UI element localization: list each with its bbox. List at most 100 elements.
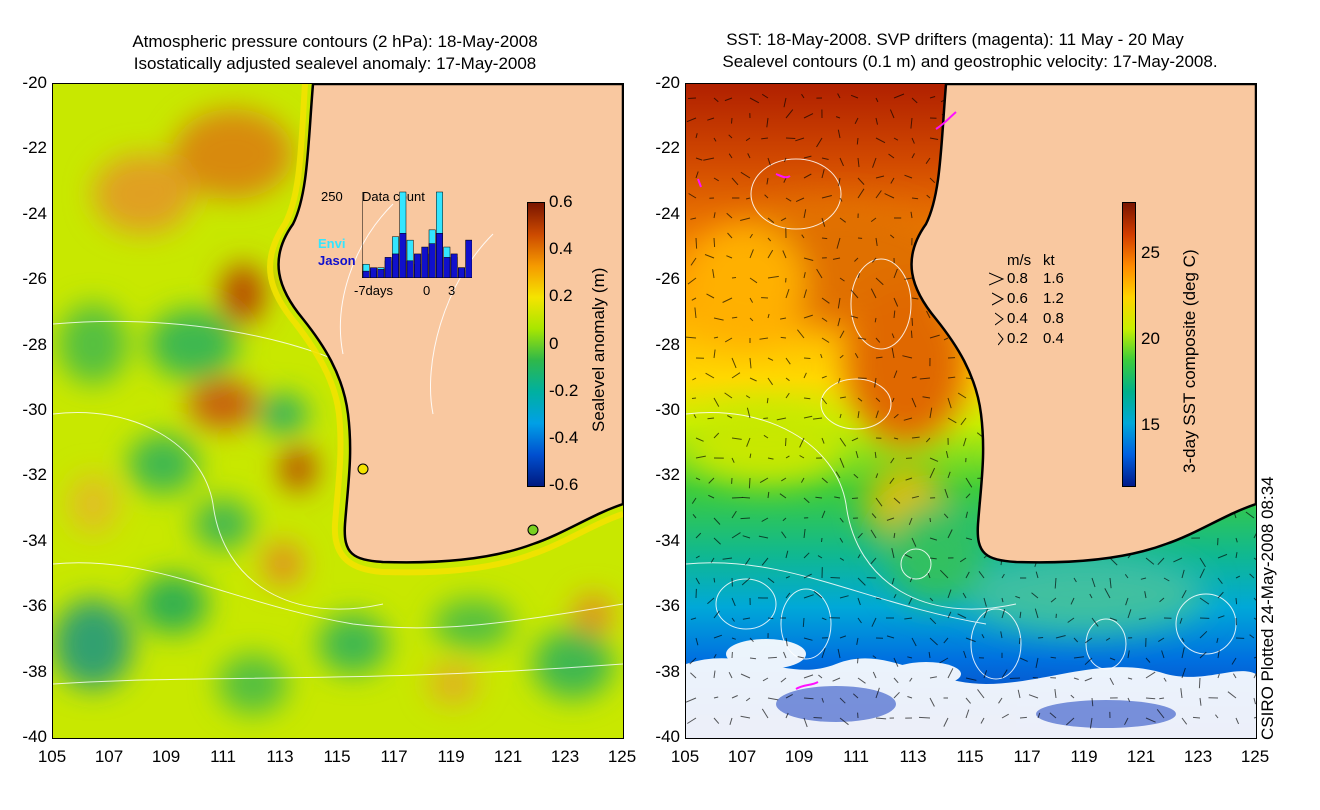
y-tick-label: -28 (655, 334, 680, 354)
inset-series-jason: Jason (318, 253, 356, 268)
velocity-legend-kt: 1.2 (1043, 290, 1064, 307)
x-tick-label: 115 (956, 747, 984, 766)
colorbar-tick-label: -0.4 (549, 427, 579, 447)
drifter-track (935, 111, 957, 130)
colorbar-tick-label: -0.6 (549, 475, 579, 494)
sst-map (686, 84, 1256, 738)
inset-title: Data count (362, 189, 425, 204)
y-tick-label: -40 (22, 727, 47, 746)
drifter-track (795, 681, 819, 690)
x-tick-label: 117 (380, 747, 408, 766)
colorbar-tick-label: -0.2 (549, 380, 579, 400)
right-map-frame (685, 83, 1257, 739)
drifter-track (697, 178, 702, 188)
y-tick-label: -30 (22, 400, 47, 419)
inset-max-label: 250 (321, 189, 343, 204)
y-tick-label: -30 (655, 400, 680, 419)
x-tick-label: 113 (266, 747, 294, 766)
colorbar-tick-label: 0.4 (549, 239, 573, 259)
x-tick-label: 119 (437, 747, 465, 766)
velocity-legend-kt: 0.8 (1043, 310, 1064, 327)
colorbar-tick-label: 0 (549, 333, 559, 353)
inset-bar-jason (443, 257, 451, 278)
inset-x-label-start: -7days (354, 283, 394, 298)
y-tick-label: -38 (655, 661, 680, 681)
inset-series-envi: Envi (318, 236, 346, 251)
velocity-arrow-icon (995, 312, 1004, 326)
inset-bar-jason (421, 246, 429, 278)
velocity-arrow-icon (998, 332, 1004, 346)
velocity-legend-kt-header: kt (1043, 252, 1055, 269)
x-tick-label: 107 (94, 747, 124, 766)
x-tick-label: 109 (151, 747, 181, 766)
x-tick-label: 125 (607, 747, 637, 766)
y-tick-label: -36 (655, 596, 680, 616)
y-tick-label: -20 (655, 73, 680, 92)
inset-bar-jason (392, 253, 399, 278)
inset-bar-jason (436, 233, 443, 278)
tide-gauge-marker (527, 524, 539, 536)
inset-bar-jason (406, 260, 414, 278)
right-title-line1: SST: 18-May-2008. SVP drifters (magenta)… (726, 30, 1184, 49)
y-tick-label: -36 (22, 596, 47, 616)
y-tick-label: -32 (22, 465, 47, 485)
inset-bar-jason (465, 239, 472, 278)
x-tick-label: 123 (1183, 747, 1213, 766)
velocity-arrow-icon (992, 292, 1005, 306)
sst-colorbar-label: 3-day SST composite (deg C) (1180, 249, 1199, 473)
x-tick-label: 121 (493, 747, 523, 766)
tide-gauge-marker (357, 463, 369, 475)
y-tick-label: -26 (655, 269, 680, 289)
left-title-line2: Isostatically adjusted sealevel anomaly:… (133, 54, 537, 73)
y-tick-label: -34 (22, 530, 47, 550)
x-tick-label: 111 (843, 747, 869, 766)
data-count-inset: 250 Data count Envi Jason -7days 0 3 (318, 186, 472, 304)
y-tick-label: -32 (655, 465, 680, 485)
x-tick-label: 107 (727, 747, 757, 766)
colorbar-tick-label: 20 (1141, 329, 1160, 349)
velocity-legend-kt: 0.4 (1043, 330, 1064, 347)
x-tick-label: 111 (210, 747, 236, 766)
inset-bar-jason (399, 233, 407, 278)
velocity-legend: m/s kt 0.8 1.6 0.6 1.2 0.4 0.8 0.2 0.4 (986, 252, 1086, 352)
x-tick-label: 119 (1070, 747, 1098, 766)
inset-bar-jason (384, 257, 392, 278)
y-tick-label: -40 (655, 727, 680, 746)
x-tick-label: 105 (37, 747, 67, 766)
y-tick-label: -22 (655, 138, 680, 158)
colorbar-tick-label: 0.2 (549, 286, 573, 306)
inset-bars (362, 191, 472, 278)
x-tick-label: 125 (1240, 747, 1270, 766)
x-tick-label: 117 (1013, 747, 1041, 766)
x-tick-label: 105 (670, 747, 700, 766)
velocity-legend-kt: 1.6 (1043, 270, 1064, 287)
sst-colorbar (1122, 202, 1136, 487)
sealevel-colorbar (527, 202, 545, 487)
colorbar-tick-label: 0.6 (549, 192, 573, 211)
inset-bar-jason (458, 267, 465, 278)
plot-credit: CSIRO Plotted 24-May-2008 08:34 (1258, 476, 1277, 740)
velocity-legend-ms: 0.6 (1007, 290, 1028, 307)
australia-landmass (910, 84, 1256, 564)
right-title-line2: Sealevel contours (0.1 m) and geostrophi… (722, 52, 1218, 71)
x-tick-label: 123 (550, 747, 580, 766)
inset-bar-jason (362, 270, 370, 278)
velocity-legend-ms: 0.2 (1007, 330, 1028, 347)
drifter-track (775, 173, 791, 179)
inset-bar-jason (414, 253, 421, 278)
inset-bar-jason (377, 269, 385, 278)
y-tick-label: -26 (22, 269, 47, 289)
x-tick-label: 113 (899, 747, 927, 766)
colorbar-tick-label: 15 (1141, 414, 1160, 434)
y-tick-label: -28 (22, 334, 47, 354)
colorbar-tick-label: 25 (1141, 243, 1160, 263)
y-tick-label: -20 (22, 73, 47, 92)
inset-bar-envi (406, 239, 414, 278)
y-tick-label: -22 (22, 138, 47, 158)
inset-x-label-zero: 0 (423, 283, 431, 298)
inset-bar-jason (428, 243, 436, 278)
x-tick-label: 109 (784, 747, 814, 766)
inset-bar-jason (370, 267, 377, 278)
x-tick-label: 115 (323, 747, 351, 766)
velocity-legend-ms: 0.8 (1007, 270, 1028, 287)
